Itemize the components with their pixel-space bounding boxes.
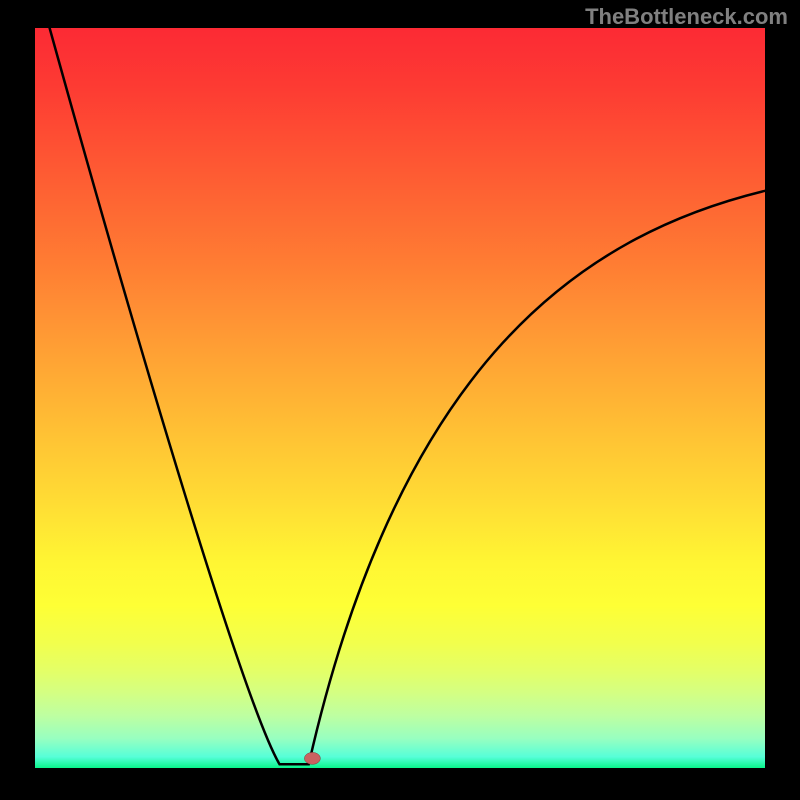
optimal-point-marker (304, 752, 320, 764)
bottleneck-chart (0, 0, 800, 800)
gradient-background (35, 28, 765, 768)
chart-container: TheBottleneck.com (0, 0, 800, 800)
watermark-text: TheBottleneck.com (585, 4, 788, 30)
